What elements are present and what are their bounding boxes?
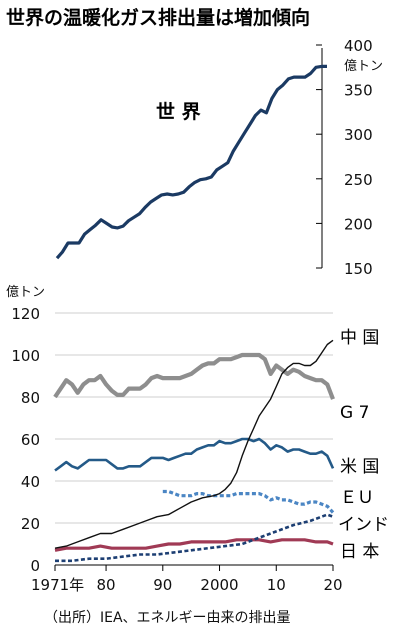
regions-x-tick-label: 20 (323, 576, 342, 594)
world-y-ticks: 400 350 300 250 200 150 (316, 37, 373, 278)
world-y-tick-label: 200 (344, 215, 373, 233)
regions-y-tick-label: 20 (21, 515, 40, 533)
regions-x-tick-label: 90 (153, 576, 172, 594)
world-y-tick-label: 150 (344, 260, 373, 278)
world-y-tick-label: 300 (344, 126, 373, 144)
regions-series (53, 339, 335, 563)
label-china: 中 国 (340, 328, 379, 348)
regions-x-tick-label: 80 (97, 576, 116, 594)
regions-y-ticks: 120 100 80 60 40 20 0 (11, 305, 40, 575)
world-y-unit: 億トン (344, 58, 383, 74)
regions-y-tick-label: 100 (11, 347, 40, 365)
world-series (55, 64, 327, 260)
label-japan: 日 本 (340, 542, 379, 562)
source-note: （出所）IEA、エネルギー由来の排出量 (44, 610, 291, 626)
regions-y-tick-label: 40 (21, 473, 40, 491)
series-line-g7 (53, 352, 335, 400)
regions-y-tick-label: 0 (30, 557, 40, 575)
series-line-world (55, 64, 327, 260)
regions-x-tick-label: 10 (267, 576, 286, 594)
regions-x-tick-label: 1971年 (31, 576, 84, 594)
chart-title: 世界の温暖化ガス排出量は増加傾向 (6, 6, 310, 29)
series-line-eu (162, 489, 335, 514)
label-india: インド (338, 515, 389, 535)
label-eu: ＥＵ (340, 488, 374, 508)
world-y-tick-label: 250 (344, 171, 373, 189)
series-line-india (55, 513, 334, 563)
world-series-label: 世 界 (156, 101, 201, 123)
regions-panel: 億トン 120 100 80 60 40 20 0 1971年 80 90 2000 10 20 中 … (6, 284, 389, 594)
regions-x-ticks: 1971年 80 90 2000 10 20 (31, 565, 343, 594)
regions-gridlines (55, 312, 333, 566)
world-y-tick-label: 400 (344, 37, 373, 55)
series-line-us (54, 437, 335, 472)
regions-y-tick-label: 80 (21, 389, 40, 407)
label-us: 米 国 (340, 457, 379, 477)
regions-y-unit: 億トン (6, 284, 45, 300)
series-line-china (54, 339, 334, 549)
regions-y-tick-label: 120 (11, 305, 40, 323)
regions-y-tick-label: 60 (21, 431, 40, 449)
world-panel: 400 350 300 250 200 150 億トン 世 界 (55, 37, 383, 278)
series-line-japan (54, 538, 334, 552)
label-g7: G 7 (340, 403, 369, 423)
world-y-tick-label: 350 (344, 82, 373, 100)
regions-x-tick-label: 2000 (200, 576, 238, 594)
